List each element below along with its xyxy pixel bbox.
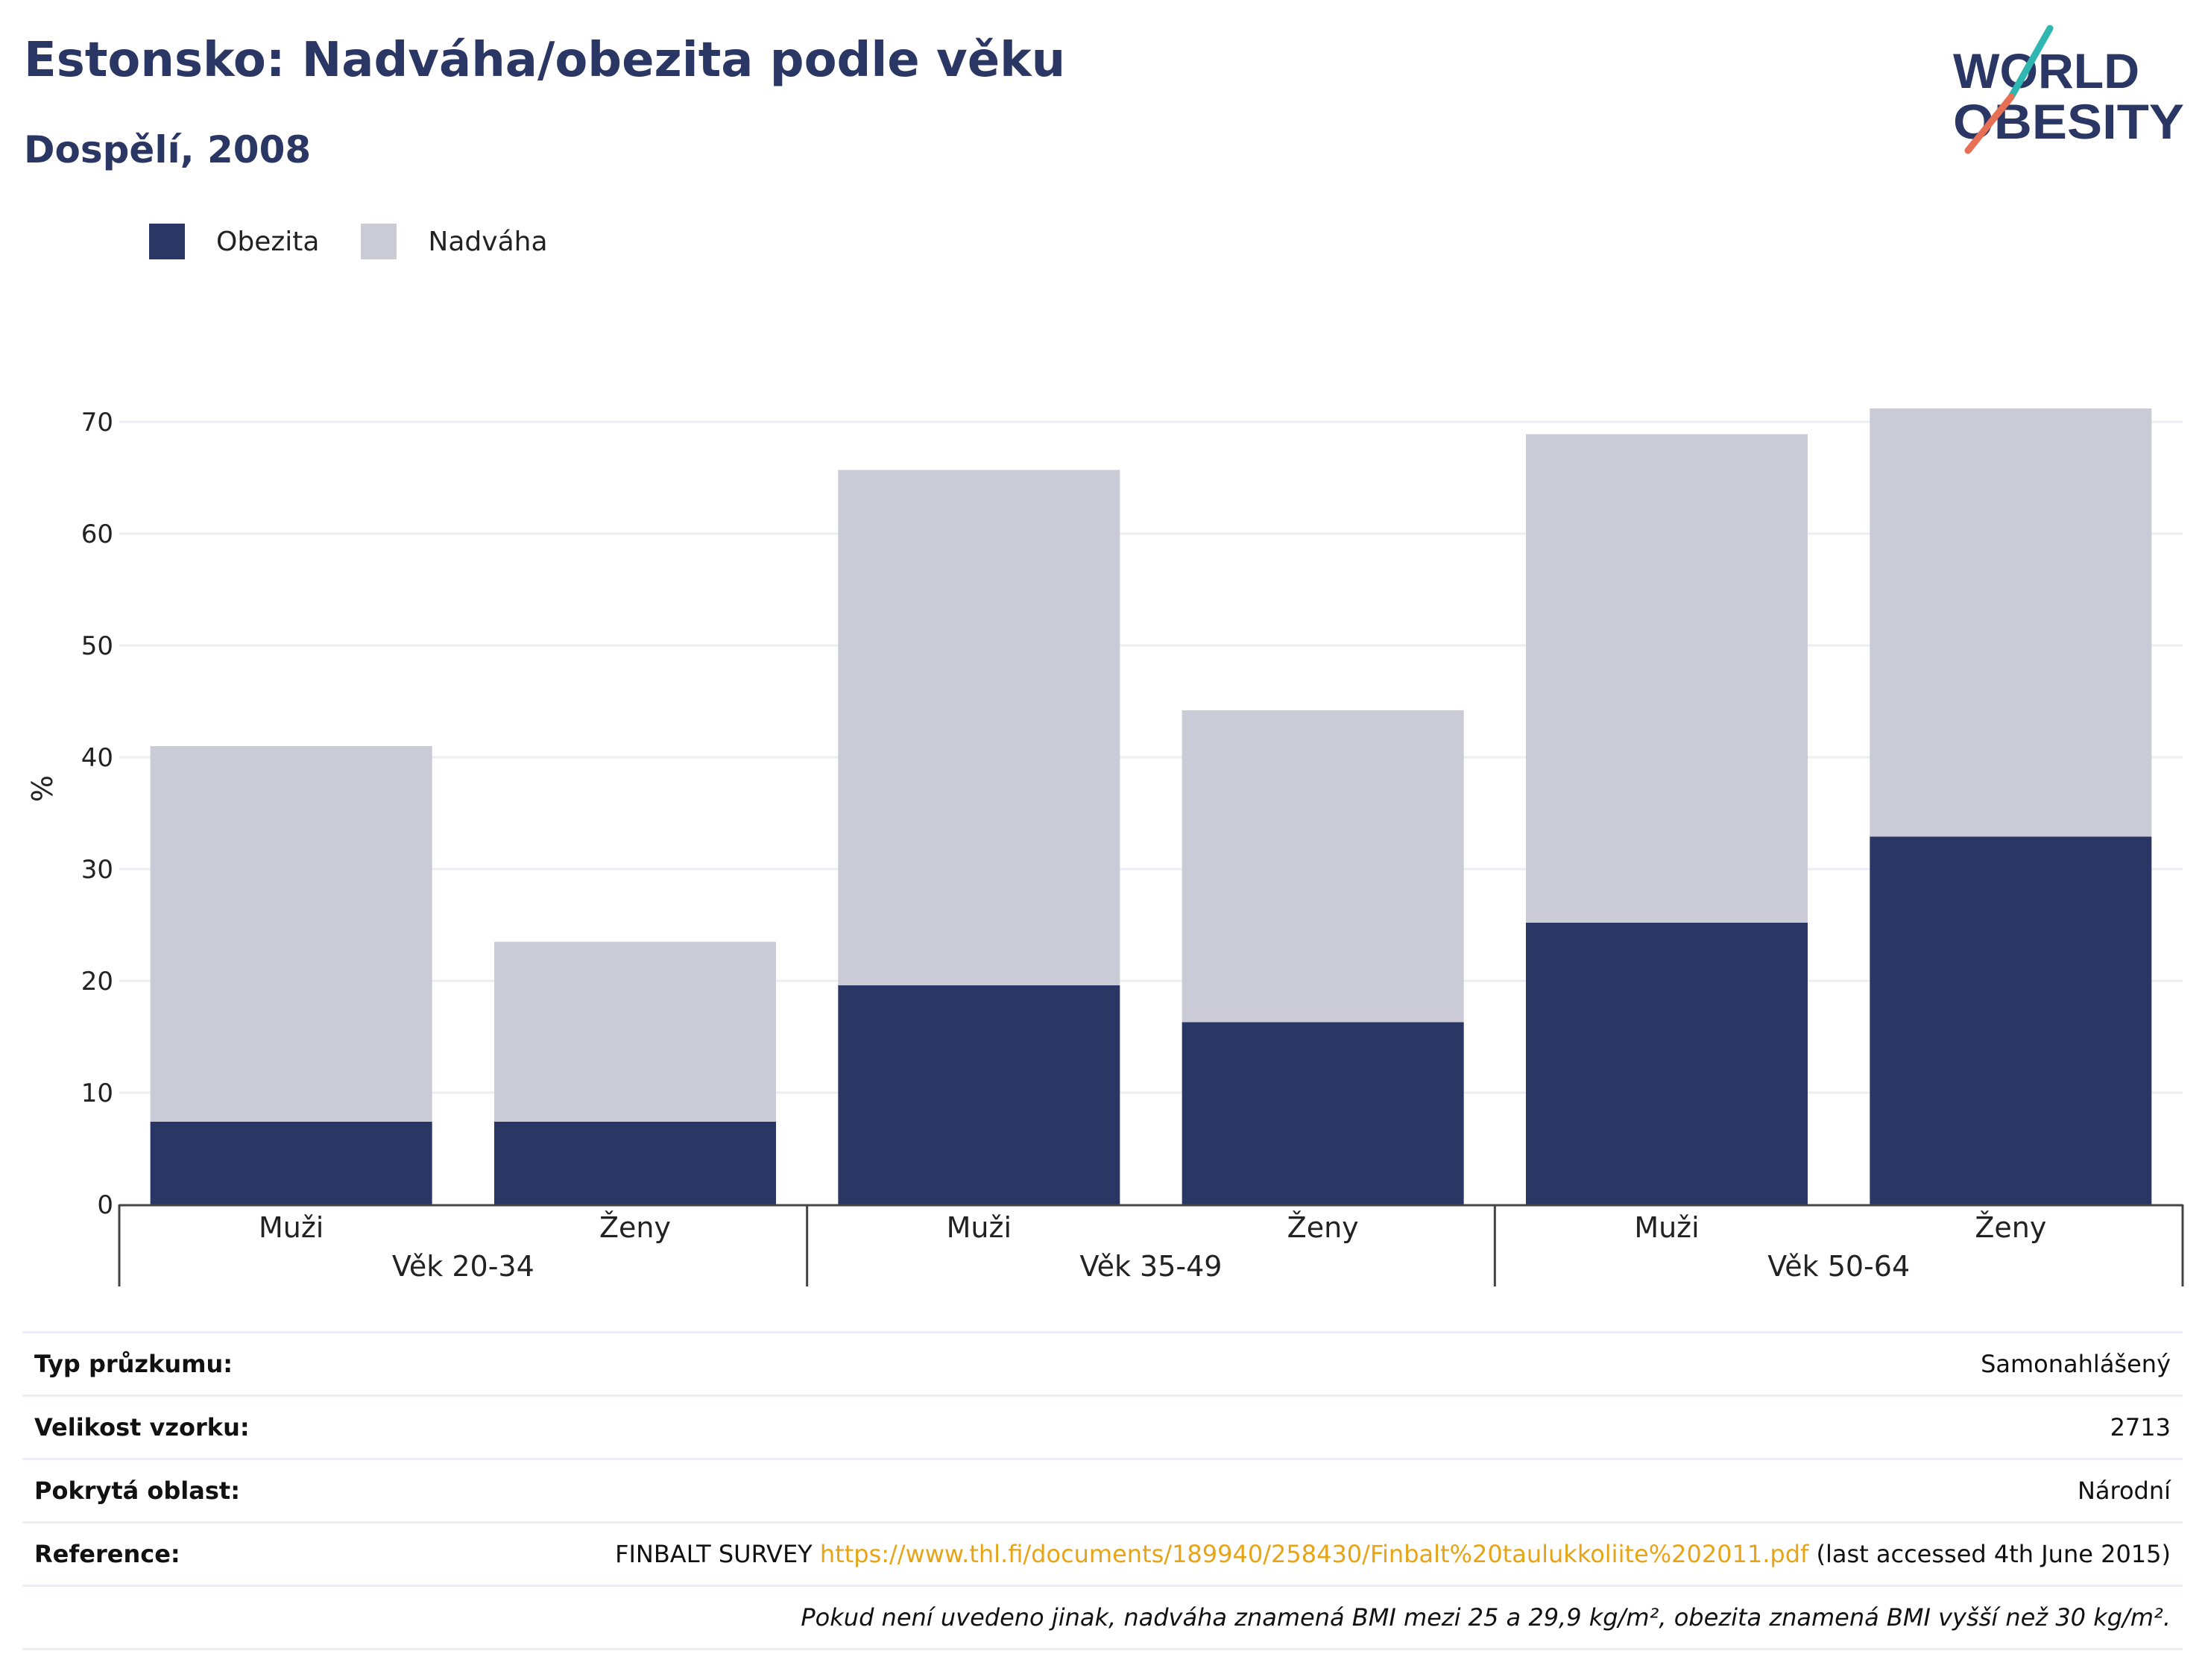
y-tick-label: 0 [97,1190,113,1220]
bar-nadv-ha [150,746,432,1122]
world-obesity-logo: WORLD OBESITY [1938,22,2192,157]
survey-info-table: Typ průzkumu: Samonahlášený Velikost vzo… [22,1331,2183,1650]
x-tick-label: Ženy [599,1211,671,1244]
footnote-text: Pokud není uvedeno jinak, nadváha znamen… [801,1603,2171,1632]
legend-swatch-nadvaha [361,224,397,259]
bar-nadv-ha [1526,434,1808,923]
x-tick-label: Muži [1634,1211,1699,1244]
bar-obezita [150,1122,432,1204]
y-tick-label: 40 [81,743,113,773]
y-tick-label: 20 [81,967,113,997]
legend-label-obezita: Obezita [216,226,320,257]
y-tick-label: 60 [81,520,113,549]
x-tick-label: Muži [259,1211,324,1244]
y-tick-label: 30 [81,855,113,885]
bar-nadv-ha [838,470,1120,985]
bar-obezita [494,1122,776,1204]
legend-item-obezita[interactable]: Obezita [149,224,319,259]
info-row-coverage: Pokrytá oblast: Národní [22,1458,2183,1521]
bar-obezita [838,985,1120,1204]
bar-obezita [1870,836,2152,1204]
info-row-sample-size: Velikost vzorku: 2713 [22,1395,2183,1458]
bar-nadv-ha [1182,710,1464,1023]
info-row-footnote: Pokud není uvedeno jinak, nadváha znamen… [22,1585,2183,1650]
x-tick-label: Ženy [1975,1211,2046,1244]
bar-obezita [1526,923,1808,1204]
page-subtitle: Dospělí, 2008 [24,128,312,171]
x-tick-label: Muži [947,1211,1012,1244]
chart-legend: Obezita Nadváha [149,221,590,262]
reference-label: Reference: [34,1540,180,1568]
legend-item-nadvaha[interactable]: Nadváha [361,224,548,259]
coverage-label: Pokrytá oblast: [34,1477,240,1505]
bar-obezita [1182,1022,1464,1204]
bar-chart: 0 10 20 30 40 50 60 70% Muži Ženy Muži Ženy Muži Ženy… [26,408,2184,1286]
y-axis-label: % [26,775,59,802]
x-tick-label: Ženy [1287,1211,1359,1244]
coverage-value: Národní [2077,1477,2171,1505]
y-tick-label: 50 [81,631,113,661]
page-title: Estonsko: Nadváha/obezita podle věku [24,33,1066,88]
legend-label-nadvaha: Nadváha [428,226,548,257]
sample-size-label: Velikost vzorku: [34,1413,250,1441]
group-label: Věk 20-34 [392,1250,534,1283]
bar-nadv-ha [1870,408,2152,837]
info-row-survey-type: Typ průzkumu: Samonahlášený [22,1331,2183,1395]
reference-suffix: (last accessed 4th June 2015) [1808,1540,2171,1568]
logo-line1: WORLD [1953,43,2139,98]
survey-type-value: Samonahlášený [1981,1350,2171,1378]
bar-nadv-ha [494,941,776,1122]
reference-link[interactable]: https://www.thl.fi/documents/189940/2584… [819,1540,1809,1568]
survey-type-label: Typ průzkumu: [34,1350,233,1378]
info-row-reference: Reference: FINBALT SURVEY https://www.th… [22,1521,2183,1585]
y-tick-label: 70 [81,408,113,438]
group-label: Věk 35-49 [1080,1250,1223,1283]
legend-swatch-obezita [149,224,185,259]
reference-value: FINBALT SURVEY https://www.thl.fi/docume… [615,1540,2183,1568]
sample-size-value: 2713 [2110,1413,2171,1441]
reference-prefix: FINBALT SURVEY [615,1540,820,1568]
y-tick-label: 10 [81,1079,113,1108]
group-label: Věk 50-64 [1767,1250,1910,1283]
